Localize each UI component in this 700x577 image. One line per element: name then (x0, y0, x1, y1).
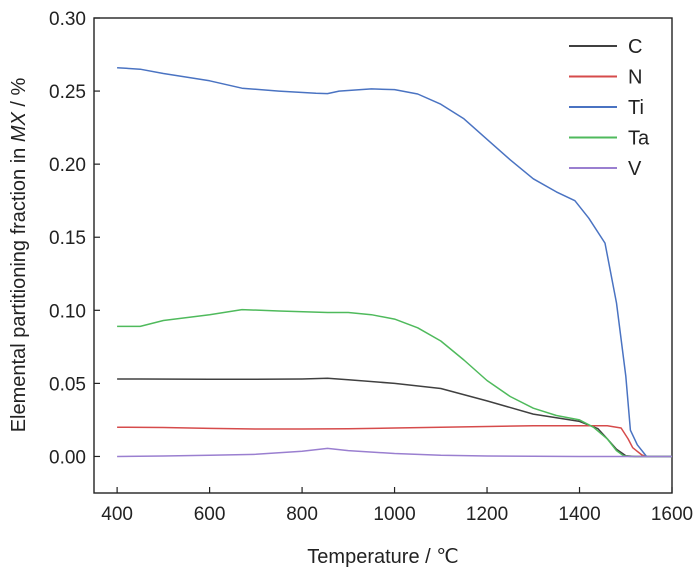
plot-frame (93, 17, 673, 494)
legend-label-ta: Ta (628, 128, 650, 150)
data-series (117, 66, 672, 458)
y-tick-label: 0.15 (49, 228, 86, 249)
y-axis-title-italic: MX (8, 111, 30, 142)
y-axis-title: Elemental partitioning fraction in MX / … (8, 77, 30, 432)
x-tick-label: 600 (194, 504, 226, 525)
series-line-v (117, 447, 672, 458)
y-axis-title-prefix: Elemental partitioning fraction in (8, 142, 30, 432)
legend-label-n: N (628, 67, 642, 89)
x-tick-label: 1200 (466, 504, 508, 525)
series-line-ti (117, 66, 672, 458)
legend-label-ti: Ti (628, 97, 644, 119)
x-tick-label: 400 (101, 504, 133, 525)
legend: CN Ti Ta V (569, 36, 650, 180)
series-line-ta (117, 308, 672, 458)
y-tick-label: 0.30 (49, 9, 86, 30)
axis-ticks: 400 600 800 1000 1200 1400 1600 0.00 0.05 0.10 0.1… (49, 9, 693, 525)
x-tick-label: 1000 (373, 504, 415, 525)
y-tick-label: 0.05 (49, 374, 86, 395)
legend-label-c: C (628, 36, 642, 58)
x-tick-label: 1600 (651, 504, 693, 525)
y-tick-label: 0.20 (49, 155, 86, 176)
y-tick-label: 0.25 (49, 82, 86, 103)
legend-label-v: V (628, 158, 642, 180)
series-line-c (117, 377, 672, 458)
series-line-n (117, 425, 672, 458)
y-axis-title-suffix: / % (8, 77, 30, 112)
y-tick-label: 0.00 (49, 447, 86, 468)
x-tick-label: 1400 (558, 504, 600, 525)
x-axis-title: Temperature / ℃ (307, 546, 458, 568)
x-tick-label: 800 (286, 504, 318, 525)
y-tick-label: 0.10 (49, 301, 86, 322)
